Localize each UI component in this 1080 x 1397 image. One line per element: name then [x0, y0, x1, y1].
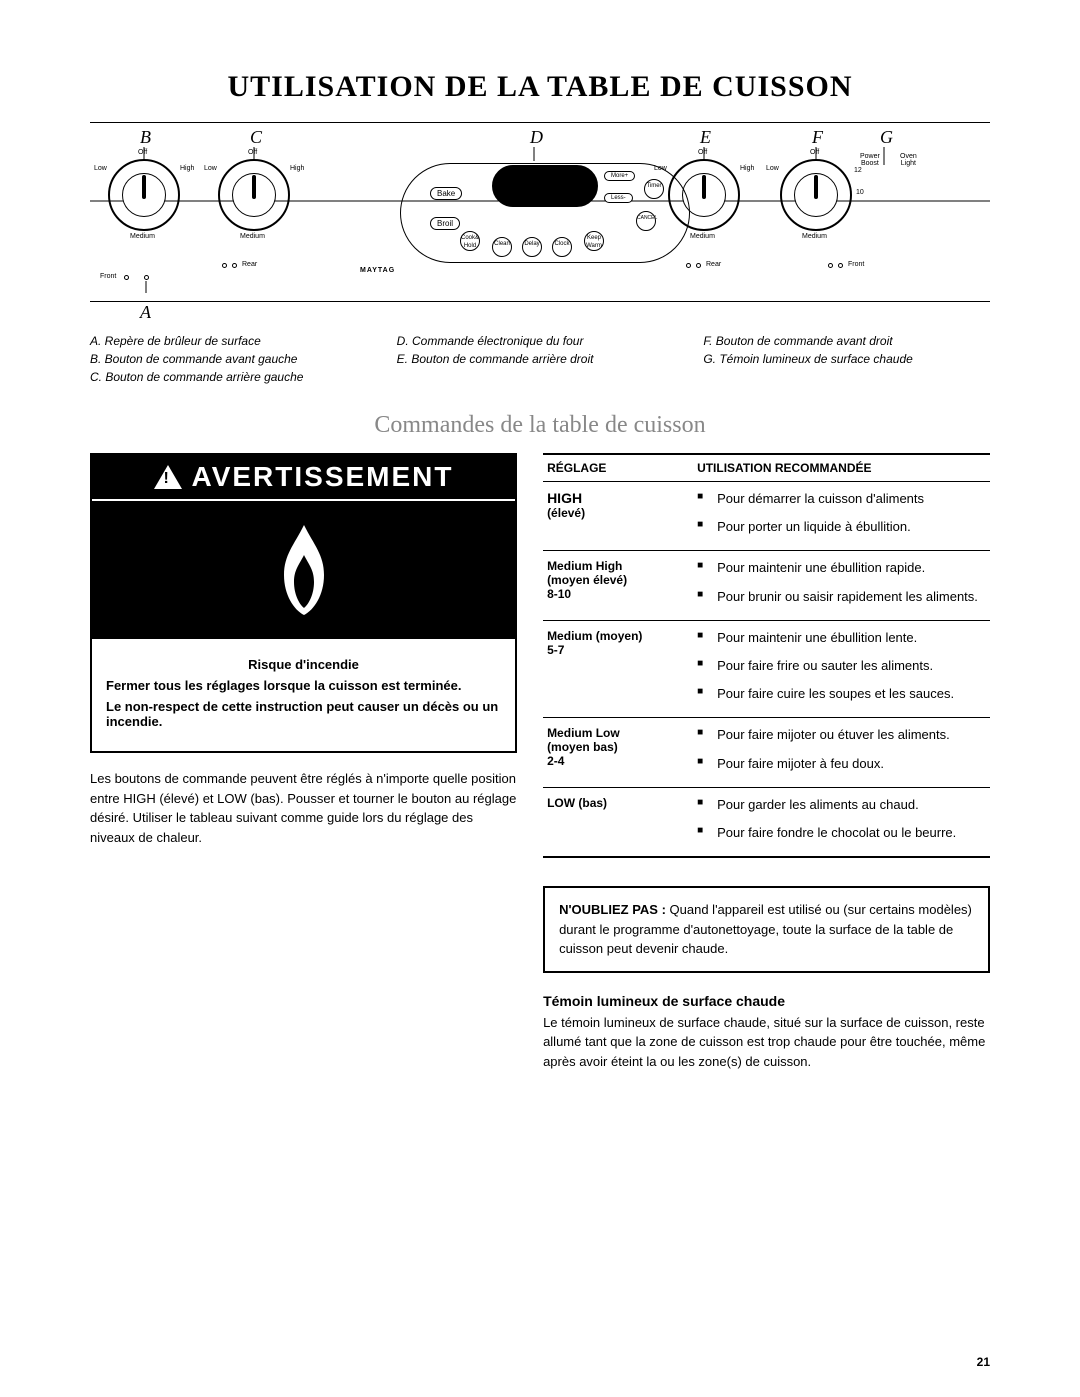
table-row: LOW (bas)Pour garder les aliments au cha… [543, 787, 990, 857]
diagram-label-g: G [880, 127, 893, 148]
table-row: Medium High(moyen élevé) 8-10Pour mainte… [543, 551, 990, 620]
subsection-title: Commandes de la table de cuisson [90, 412, 990, 439]
use-item: Pour faire mijoter à feu doux. [697, 755, 986, 773]
bake-button: Bake [430, 187, 462, 200]
clock-button: Clock [552, 237, 572, 257]
legend-e: E. Bouton de commande arrière droit [397, 350, 684, 368]
knob-f: Off Low Medium 12 10 [780, 159, 852, 231]
keep-warm-button: Keep Warm [584, 231, 604, 251]
table-row: Medium Low(moyen bas) 2-4Pour faire mijo… [543, 718, 990, 787]
table-row: Medium (moyen)5-7Pour maintenir une ébul… [543, 620, 990, 718]
use-item: Pour maintenir une ébullition lente. [697, 629, 986, 647]
use-item: Pour maintenir une ébullition rapide. [697, 559, 986, 577]
setting-cell: Medium (moyen)5-7 [543, 620, 693, 718]
warning-line2: Le non-respect de cette instruction peut… [106, 699, 501, 729]
cook-hold-button: Cook& Hold [460, 231, 480, 251]
warning-icon [154, 465, 182, 489]
warning-risk: Risque d'incendie [106, 657, 501, 672]
note-bold: N'OUBLIEZ PAS : [559, 902, 669, 917]
power-boost-label: Power Boost [860, 153, 880, 167]
diagram-label-c: C [250, 127, 262, 148]
diagram-label-d: D [530, 127, 543, 148]
use-item: Pour garder les aliments au chaud. [697, 796, 986, 814]
use-cell: Pour démarrer la cuisson d'aliments Pour … [693, 482, 990, 551]
legend-d: D. Commande électronique du four [397, 332, 684, 350]
hot-surface-heading: Témoin lumineux de surface chaude [543, 993, 990, 1009]
use-cell: Pour faire mijoter ou étuver les aliment… [693, 718, 990, 787]
warning-box: AVERTISSEMENT Risque d'incendie Fermer t… [90, 453, 517, 753]
use-item: Pour porter un liquide à ébullition. [697, 518, 986, 536]
legend-f: F. Bouton de commande avant droit [703, 332, 990, 350]
warning-line1: Fermer tous les réglages lorsque la cuis… [106, 678, 501, 693]
use-item: Pour faire mijoter ou étuver les aliment… [697, 726, 986, 744]
use-cell: Pour garder les aliments au chaud. Pour f… [693, 787, 990, 857]
clean-button: Clean [492, 237, 512, 257]
use-item: Pour faire frire ou sauter les aliments. [697, 657, 986, 675]
th-setting: RÉGLAGE [543, 454, 693, 482]
warning-title: AVERTISSEMENT [192, 461, 454, 493]
legend-b: B. Bouton de commande avant gauche [90, 350, 377, 368]
setting-cell: HIGH(élevé) [543, 482, 693, 551]
diagram-label-e: E [700, 127, 711, 148]
use-item: Pour brunir ou saisir rapidement les ali… [697, 588, 986, 606]
use-cell: Pour maintenir une ébullition rapide. Pou… [693, 551, 990, 620]
diagram-label-f: F [812, 127, 823, 148]
table-row: HIGH(élevé)Pour démarrer la cuisson d'al… [543, 482, 990, 551]
cooktop-diagram: B C D E F G Off Low High Medium Off Low … [90, 122, 990, 302]
use-item: Pour faire cuire les soupes et les sauce… [697, 685, 986, 703]
more-button: More+ [604, 171, 635, 181]
diagram-label-b: B [140, 127, 151, 148]
knob-c: Off Low High Medium [218, 159, 290, 231]
note-box: N'OUBLIEZ PAS : Quand l'appareil est uti… [543, 886, 990, 973]
oven-display [492, 165, 598, 207]
setting-cell: LOW (bas) [543, 787, 693, 857]
page-number: 21 [977, 1355, 990, 1369]
setting-cell: Medium Low(moyen bas) 2-4 [543, 718, 693, 787]
settings-table: RÉGLAGE UTILISATION RECOMMANDÉE HIGH(éle… [543, 453, 990, 858]
cancel-button: CANCEL [636, 211, 656, 231]
flame-icon [264, 520, 344, 620]
electronic-oven-control: Bake Broil Cook& Hold Clean Delay Clock … [400, 163, 690, 263]
oven-light-label: Oven Light [900, 153, 917, 167]
use-cell: Pour maintenir une ébullition lente. Pour… [693, 620, 990, 718]
use-item: Pour démarrer la cuisson d'aliments [697, 490, 986, 508]
less-button: Less- [604, 193, 633, 203]
page-title: UTILISATION DE LA TABLE DE CUISSON [90, 70, 990, 104]
legend-c: C. Bouton de commande arrière gauche [90, 368, 377, 386]
use-item: Pour faire fondre le chocolat ou le beur… [697, 824, 986, 842]
knob-b: Off Low High Medium [108, 159, 180, 231]
warning-header: AVERTISSEMENT [92, 455, 515, 499]
th-use: UTILISATION RECOMMANDÉE [693, 454, 990, 482]
legend-g: G. Témoin lumineux de surface chaude [703, 350, 990, 368]
hot-surface-para: Le témoin lumineux de surface chaude, si… [543, 1013, 990, 1072]
diagram-label-a: A [140, 302, 151, 323]
brand-logo: MAYTAG [360, 267, 395, 274]
diagram-legend: A. Repère de brûleur de surface B. Bouto… [90, 332, 990, 386]
legend-a: A. Repère de brûleur de surface [90, 332, 377, 350]
delay-button: Delay [522, 237, 542, 257]
timer-button: Timer [644, 179, 664, 199]
body-paragraph: Les boutons de commande peuvent être rég… [90, 769, 517, 847]
setting-cell: Medium High(moyen élevé) 8-10 [543, 551, 693, 620]
broil-button: Broil [430, 217, 460, 230]
